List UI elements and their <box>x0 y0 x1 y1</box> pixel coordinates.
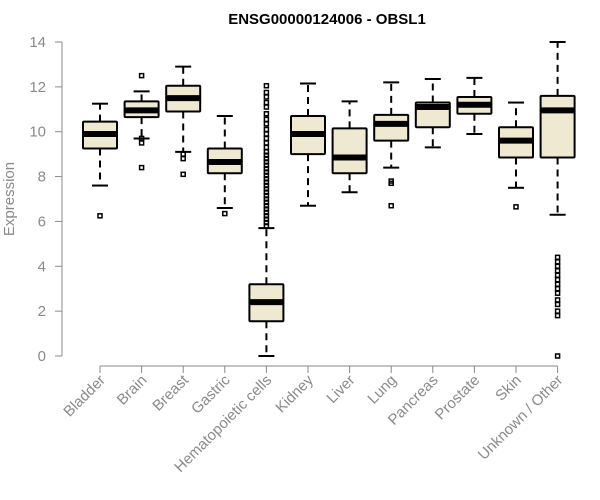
outlier-point <box>554 290 561 296</box>
y-tick-label: 2 <box>38 303 46 320</box>
x-tick-label: Skin <box>492 372 525 405</box>
box-iqr <box>331 127 368 175</box>
y-axis: 0 2 4 6 8 10 12 14 <box>29 34 63 365</box>
box-group <box>165 65 202 178</box>
box-group <box>248 82 285 357</box>
box-group <box>290 82 326 207</box>
box-group <box>539 41 576 359</box>
y-tick-label: 0 <box>38 348 46 365</box>
y-axis-label: Expression <box>1 162 18 236</box>
x-tick-label: Lung <box>364 372 400 408</box>
outlier-point <box>554 297 561 303</box>
box-group <box>414 78 451 149</box>
y-tick-label: 12 <box>29 79 46 96</box>
outlier-point <box>554 353 561 359</box>
x-tick-label: Prostate <box>432 372 484 424</box>
outlier-point <box>138 164 145 171</box>
outlier-point <box>554 308 561 314</box>
outlier-point <box>554 312 561 319</box>
x-tick-label: Breast <box>149 371 192 414</box>
outlier-point <box>554 301 561 308</box>
outlier-point <box>513 204 519 210</box>
outlier-point <box>263 149 270 155</box>
outlier-point <box>554 272 561 279</box>
outlier-point <box>180 155 186 162</box>
outlier-point <box>388 180 394 187</box>
outlier-point <box>263 116 270 123</box>
y-tick-label: 6 <box>38 213 46 230</box>
outlier-point <box>263 131 270 137</box>
outlier-point <box>263 89 270 96</box>
outlier-point <box>554 285 561 292</box>
x-tick-label: Brain <box>114 372 151 409</box>
x-tick-label: Liver <box>323 372 358 407</box>
outlier-point <box>263 121 270 127</box>
box-group <box>373 81 410 209</box>
outlier-point <box>554 276 561 283</box>
outlier-point <box>263 82 270 89</box>
box-series <box>82 41 576 359</box>
box-group <box>498 101 534 210</box>
outlier-point <box>222 210 228 217</box>
outlier-point <box>263 104 270 110</box>
outlier-point <box>138 72 145 79</box>
outlier-point <box>554 263 561 270</box>
box-iqr <box>539 94 576 159</box>
outlier-point <box>388 202 394 209</box>
outlier-point <box>554 281 561 287</box>
outlier-point <box>263 126 270 133</box>
outlier-point <box>138 140 145 146</box>
y-tick-label: 8 <box>38 169 46 186</box>
box-group <box>456 76 493 135</box>
chart-title: ENSG00000124006 - OBSL1 <box>228 11 426 28</box>
x-tick-label: Kidney <box>272 371 317 416</box>
outlier-point <box>180 171 186 178</box>
outlier-point <box>263 140 270 146</box>
outlier-point <box>263 111 270 117</box>
y-tick-label: 4 <box>38 258 46 275</box>
outlier-point <box>263 94 270 100</box>
box-group <box>82 102 118 219</box>
outlier-point <box>554 254 561 261</box>
outlier-point <box>554 259 561 265</box>
box-group <box>123 72 160 171</box>
outlier-point <box>180 151 186 157</box>
box-iqr <box>373 113 410 142</box>
outlier-point <box>554 268 561 274</box>
outlier-point <box>263 99 270 106</box>
box-group <box>331 100 368 194</box>
x-tick-label: Bladder <box>60 372 109 421</box>
outlier-point <box>263 144 270 151</box>
outlier-point <box>263 135 270 142</box>
box-group <box>206 115 243 217</box>
y-tick-label: 10 <box>29 124 46 141</box>
outlier-point <box>97 213 103 219</box>
y-tick-label: 14 <box>29 34 46 51</box>
